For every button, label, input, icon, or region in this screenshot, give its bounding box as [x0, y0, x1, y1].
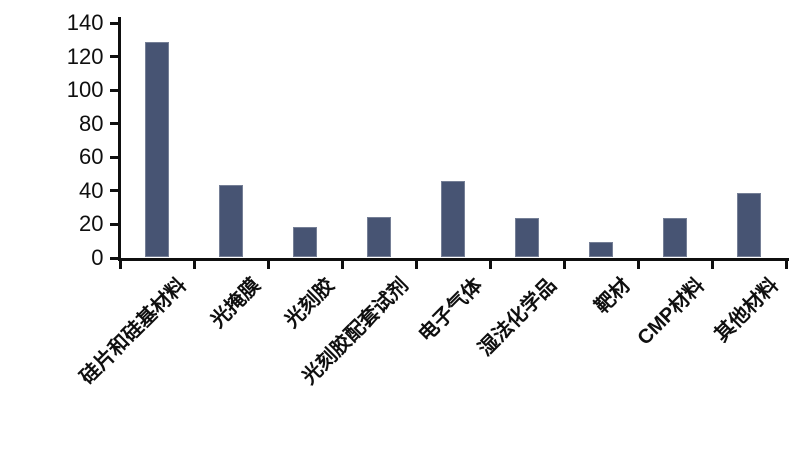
x-tick: [340, 260, 344, 269]
y-tick-label: 100: [66, 77, 104, 103]
x-tick: [488, 260, 492, 269]
bar: [589, 241, 613, 257]
bar: [145, 42, 169, 257]
y-axis-line: [117, 17, 121, 260]
y-tick-label: 140: [66, 10, 104, 35]
y-tick: [109, 55, 118, 59]
y-tick: [109, 21, 118, 25]
bar: [515, 218, 539, 257]
y-tick: [109, 155, 118, 159]
y-tick-label: 0: [91, 245, 104, 270]
x-tick: [414, 260, 418, 269]
x-tick: [266, 260, 270, 269]
x-tick: [118, 260, 122, 269]
bar: [663, 218, 687, 257]
bar: [441, 181, 465, 257]
bar: [367, 216, 391, 257]
y-tick: [109, 256, 118, 260]
x-tick: [562, 260, 566, 269]
y-tick-label: 80: [79, 110, 104, 136]
y-tick: [109, 189, 118, 193]
x-tick: [710, 260, 714, 269]
y-tick: [109, 88, 118, 92]
x-tick: [192, 260, 196, 269]
x-tick: [784, 260, 788, 269]
x-tick: [636, 260, 640, 269]
bar: [737, 193, 761, 257]
y-tick-label: 40: [79, 177, 104, 203]
y-tick-label: 60: [79, 144, 104, 170]
y-tick-label: 120: [66, 43, 104, 69]
y-tick: [109, 222, 118, 226]
bar: [219, 184, 243, 257]
bar: [293, 226, 317, 257]
y-tick: [109, 122, 118, 126]
x-axis-line: [117, 257, 789, 261]
y-tick-label: 20: [79, 211, 104, 237]
